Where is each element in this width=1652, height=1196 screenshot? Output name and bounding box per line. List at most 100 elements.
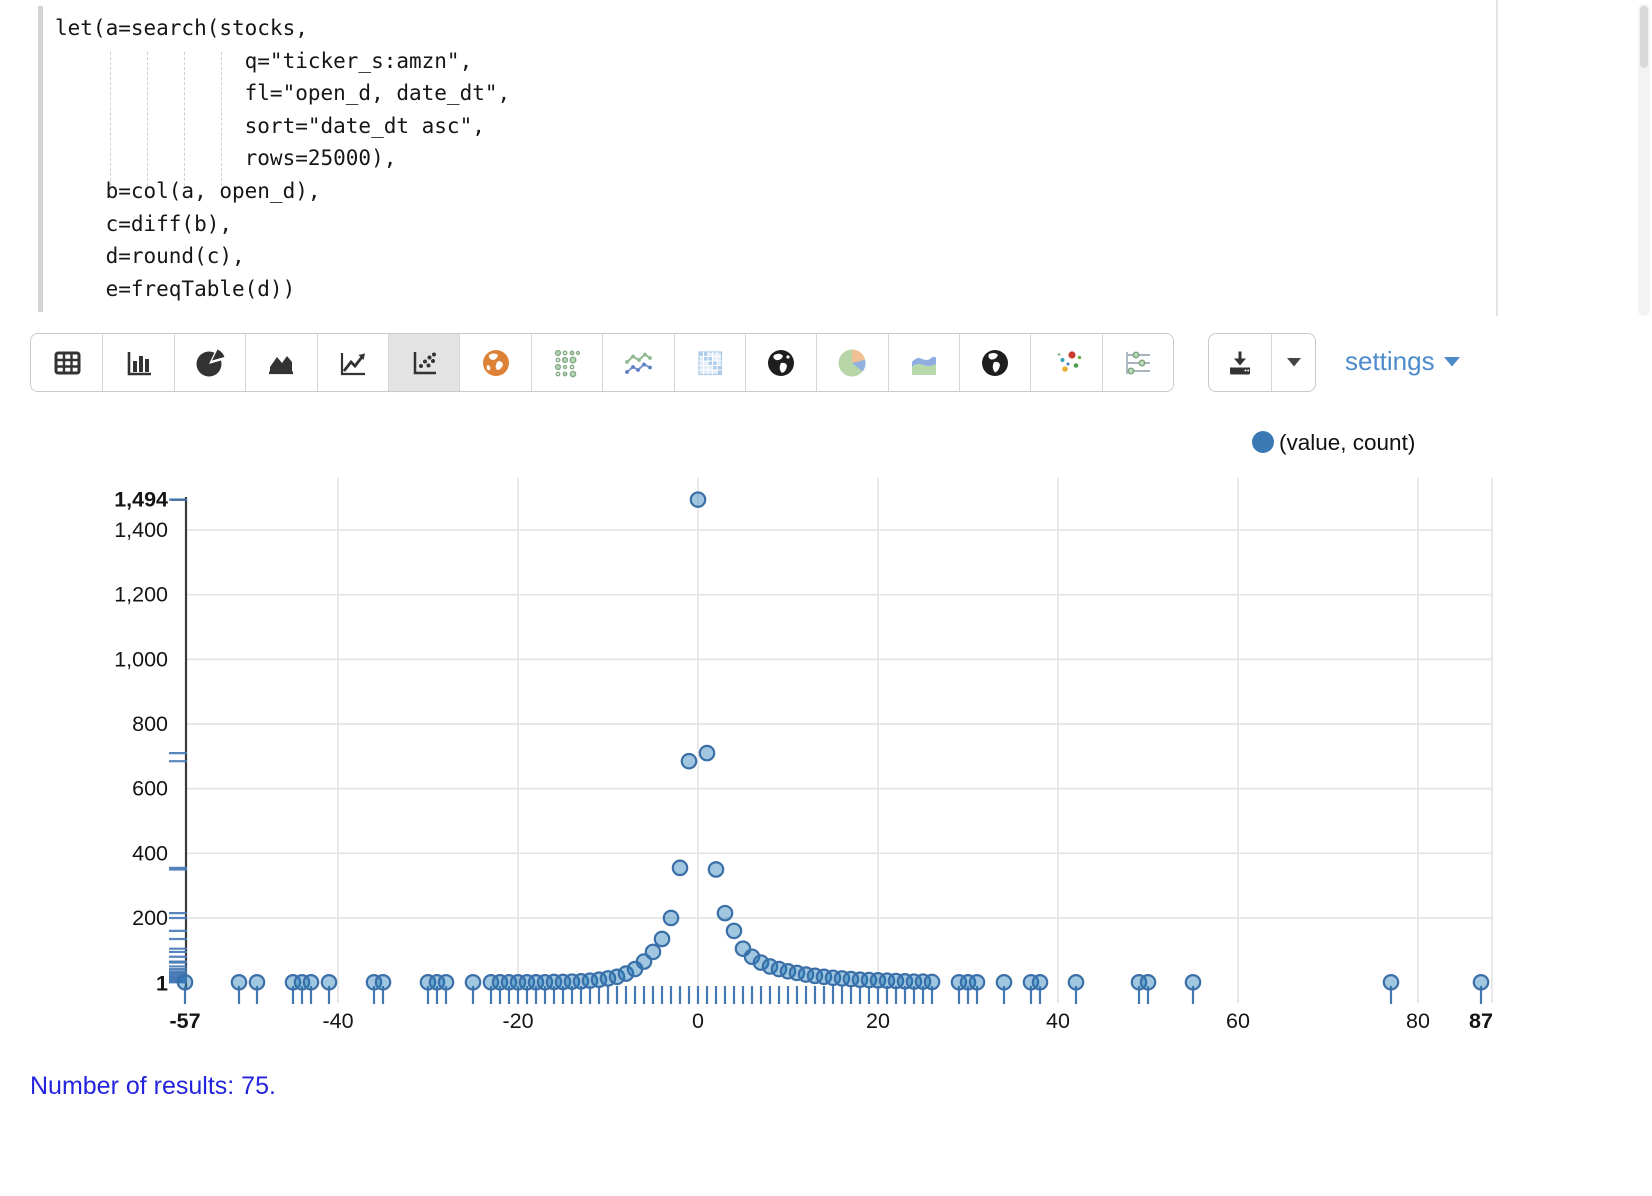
data-point[interactable] bbox=[1067, 973, 1085, 991]
data-point[interactable] bbox=[1184, 973, 1202, 991]
data-point[interactable] bbox=[320, 973, 338, 991]
viz-heatmap-button[interactable] bbox=[673, 334, 745, 391]
globe-orange-icon bbox=[482, 349, 509, 376]
x-tick-label: 40 bbox=[1046, 1009, 1070, 1033]
x-min-label: -57 bbox=[169, 1009, 200, 1033]
frequency-chart: 200 400 600 800 1,000 1,200 1,400 1,494 1 -40 -20 0… bbox=[114, 430, 1493, 1033]
y-tick-label: 800 bbox=[132, 712, 168, 736]
x-tick-label: 60 bbox=[1226, 1009, 1250, 1033]
data-point[interactable] bbox=[176, 973, 194, 991]
scrollbar-thumb[interactable] bbox=[1640, 6, 1648, 68]
legend-label: (value, count) bbox=[1279, 430, 1415, 455]
data-point[interactable] bbox=[752, 954, 770, 971]
data-point[interactable] bbox=[680, 752, 698, 770]
data-point[interactable] bbox=[464, 973, 482, 991]
data-point[interactable] bbox=[725, 922, 743, 940]
settings-label: settings bbox=[1345, 346, 1435, 376]
y-tick-label: 1,400 bbox=[114, 518, 168, 542]
area-chart-icon bbox=[269, 355, 294, 374]
data-point[interactable] bbox=[1139, 973, 1157, 991]
table-icon bbox=[54, 351, 81, 374]
viz-map-button[interactable] bbox=[459, 334, 531, 391]
viz-scatter-color-button[interactable] bbox=[1030, 334, 1102, 391]
viz-multi-line-button[interactable] bbox=[602, 334, 674, 391]
download-options-button[interactable] bbox=[1271, 334, 1315, 391]
data-point[interactable] bbox=[437, 973, 455, 991]
results-count: Number of results: 75. bbox=[30, 1072, 276, 1100]
viz-pie-alt-button[interactable] bbox=[816, 334, 888, 391]
viz-pie-chart-button[interactable] bbox=[173, 334, 246, 391]
download-button-group bbox=[1208, 333, 1316, 392]
y-tick-label: 200 bbox=[132, 906, 168, 930]
y-tick-label: 1,200 bbox=[114, 583, 168, 607]
scrollbar-track[interactable] bbox=[1638, 4, 1650, 316]
bar-chart-icon bbox=[127, 351, 151, 375]
data-point[interactable] bbox=[1472, 973, 1490, 991]
viz-bubble-grid-button[interactable] bbox=[530, 334, 603, 391]
data-point[interactable] bbox=[1382, 973, 1400, 991]
x-max-label: 87 bbox=[1469, 1009, 1493, 1033]
legend-marker bbox=[1252, 431, 1274, 453]
viz-scatter-button[interactable] bbox=[387, 334, 460, 391]
viz-bar-chart-button[interactable] bbox=[102, 334, 174, 391]
data-point[interactable] bbox=[698, 744, 716, 762]
data-point[interactable] bbox=[923, 973, 941, 991]
x-tick-label: 80 bbox=[1406, 1009, 1430, 1033]
indent-guide bbox=[147, 52, 148, 186]
data-point[interactable] bbox=[995, 973, 1013, 991]
data-point[interactable] bbox=[617, 965, 635, 982]
data-point[interactable] bbox=[302, 973, 320, 991]
globe-dark2-icon bbox=[982, 349, 1009, 376]
data-point[interactable] bbox=[707, 861, 725, 878]
heatmap-icon bbox=[698, 350, 722, 375]
data-point[interactable] bbox=[248, 973, 266, 991]
code-editor[interactable]: let(a=search(stocks, q="ticker_s:amzn", … bbox=[0, 0, 1652, 318]
y-tick-label: 1,000 bbox=[114, 647, 168, 671]
data-point[interactable] bbox=[374, 973, 392, 991]
viz-area-chart-button[interactable] bbox=[245, 334, 317, 391]
x-tick-label: 20 bbox=[866, 1009, 890, 1033]
parallel-coords-icon bbox=[1126, 350, 1151, 375]
scatter-color-icon bbox=[1057, 350, 1081, 372]
viz-line-chart-button[interactable] bbox=[316, 334, 388, 391]
viz-stream-button[interactable] bbox=[887, 334, 960, 391]
data-point[interactable] bbox=[653, 930, 671, 948]
data-point[interactable] bbox=[230, 973, 248, 991]
data-point[interactable] bbox=[1031, 973, 1049, 991]
x-tick-label: 0 bbox=[692, 1009, 704, 1033]
multi-line-icon bbox=[625, 352, 653, 374]
y-max-label: 1,494 bbox=[114, 488, 168, 512]
y-tick-label: 600 bbox=[132, 777, 168, 801]
visualization-toolbar bbox=[30, 333, 1175, 392]
indent-guide bbox=[221, 52, 222, 186]
pie-chart-icon bbox=[196, 349, 225, 376]
viz-table-button[interactable] bbox=[31, 334, 103, 391]
data-point[interactable] bbox=[644, 943, 662, 961]
y-min-label: 1 bbox=[156, 971, 168, 995]
editor-right-border bbox=[1496, 0, 1498, 316]
legend[interactable]: (value, count) bbox=[1252, 430, 1415, 455]
download-button[interactable] bbox=[1209, 334, 1271, 391]
settings-caret-icon bbox=[1443, 356, 1460, 366]
data-point[interactable] bbox=[671, 859, 689, 877]
pie-pastel-icon bbox=[838, 349, 866, 376]
x-tick-label: -40 bbox=[322, 1009, 353, 1033]
data-point[interactable] bbox=[716, 904, 734, 922]
download-icon bbox=[1230, 351, 1250, 374]
code-text[interactable]: let(a=search(stocks, q="ticker_s:amzn", … bbox=[55, 16, 511, 301]
data-point[interactable] bbox=[689, 491, 707, 508]
x-tick-label: -20 bbox=[502, 1009, 533, 1033]
data-point[interactable] bbox=[968, 973, 986, 991]
line-chart-icon bbox=[340, 352, 365, 375]
indent-guide bbox=[110, 52, 111, 186]
data-point[interactable] bbox=[608, 968, 626, 986]
data-point[interactable] bbox=[743, 948, 761, 966]
data-point[interactable] bbox=[662, 909, 680, 927]
globe-dark-icon bbox=[768, 349, 795, 376]
settings-dropdown[interactable]: settings bbox=[1345, 333, 1460, 390]
viz-globe-button[interactable] bbox=[744, 334, 817, 391]
viz-parallel-coords-button[interactable] bbox=[1101, 334, 1174, 391]
viz-globe2-button[interactable] bbox=[959, 334, 1031, 391]
bubble-grid-icon bbox=[554, 349, 581, 377]
